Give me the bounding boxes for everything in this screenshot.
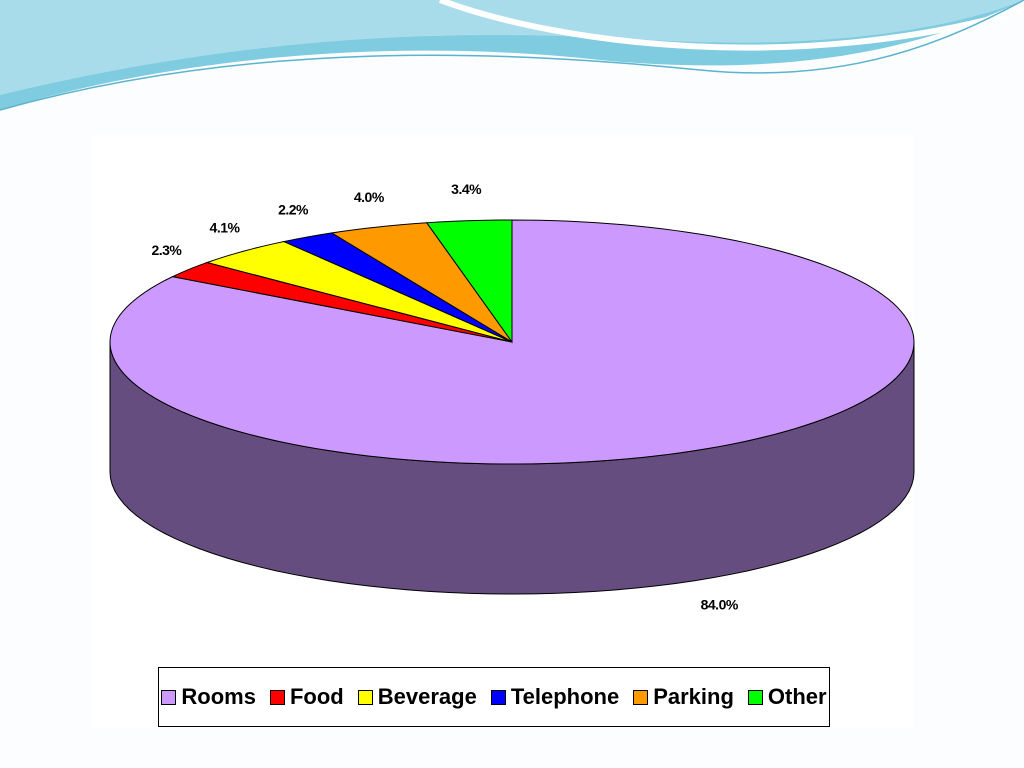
wave — [0, 0, 1024, 111]
pie: 84.0% 2.3% 4.1% 2.2% 4.0% 3.4% — [109, 181, 915, 612]
data-label: 4.1% — [210, 219, 241, 235]
legend-swatch — [161, 689, 177, 705]
legend-item: Other — [747, 684, 827, 710]
legend-label: Food — [289, 684, 344, 709]
data-label: 3.4% — [451, 181, 482, 197]
data-label: 2.3% — [151, 242, 182, 258]
slice — [425, 219, 513, 344]
legend-label: Parking — [653, 684, 734, 709]
data-label: 4.0% — [354, 189, 385, 205]
legend-label: Telephone — [510, 684, 620, 709]
legend-label: Beverage — [377, 684, 477, 709]
wave — [438, 0, 1024, 51]
legend-label: Other — [767, 684, 827, 709]
legend-item: Food — [269, 684, 344, 710]
legend-swatch — [633, 689, 649, 705]
legend-item: Rooms — [161, 684, 256, 710]
legend-swatch — [490, 689, 506, 705]
data-label: 2.2% — [278, 201, 309, 217]
data-label: 84.0% — [701, 596, 739, 612]
legend-swatch — [747, 689, 763, 705]
slice — [205, 241, 513, 343]
legend-swatch — [269, 689, 285, 705]
legend-swatch — [357, 689, 373, 705]
legend: Rooms Food Beverage Telephone Parking Other — [158, 667, 830, 727]
legend-item: Telephone — [490, 684, 620, 710]
slice — [330, 222, 513, 343]
legend-item: Beverage — [357, 684, 477, 710]
wave — [0, 0, 1024, 95]
legend-label: Rooms — [181, 684, 256, 709]
legend-item: Parking — [633, 684, 734, 710]
slice — [170, 261, 513, 343]
